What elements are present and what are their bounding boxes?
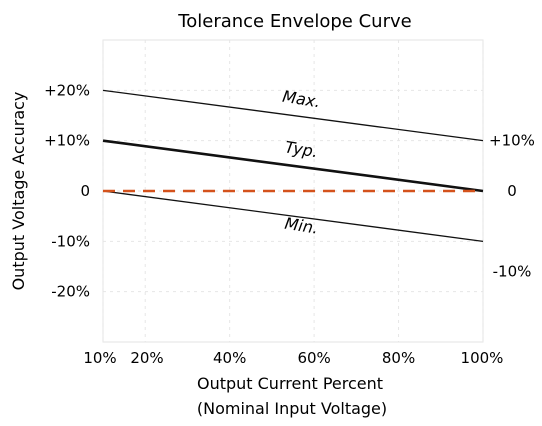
y-tick-label: 0: [80, 182, 90, 200]
series-line-min: [102, 190, 484, 242]
right-tick-label: 0: [507, 182, 517, 200]
x-tick-label: 40%: [213, 349, 246, 367]
series-line-max: [102, 89, 484, 142]
series-label-typ: Typ.: [284, 137, 320, 161]
y-axis-ticks: +20% +10% 0 -10% -20%: [44, 81, 90, 300]
right-tick-label: -10%: [493, 263, 532, 281]
y-tick-label: +10%: [44, 132, 90, 150]
x-tick-label: 60%: [297, 349, 330, 367]
x-axis-label: Output Current Percent: [197, 374, 383, 393]
series-label-min: Min.: [283, 214, 319, 238]
x-tick-label: 10%: [83, 349, 116, 367]
y-tick-label: +20%: [44, 81, 90, 99]
x-axis-sublabel: (Nominal Input Voltage): [197, 399, 387, 418]
series-line-typ: [102, 139, 484, 193]
x-tick-label: 100%: [461, 349, 504, 367]
x-tick-label: 20%: [130, 349, 163, 367]
x-tick-label: 80%: [382, 349, 415, 367]
y-axis-label: Output Voltage Accuracy: [9, 92, 28, 291]
x-axis-ticks: 10% 20% 40% 60% 80% 100%: [83, 349, 503, 367]
right-tick-label: +10%: [489, 132, 535, 150]
chart-title: Tolerance Envelope Curve: [177, 11, 411, 32]
y-tick-label: -20%: [51, 283, 90, 301]
right-axis-ticks: +10% 0 -10%: [489, 132, 535, 281]
series-labels: Max.Typ.Min.: [281, 87, 322, 238]
series-lines: [102, 89, 484, 242]
y-tick-label: -10%: [51, 232, 90, 250]
